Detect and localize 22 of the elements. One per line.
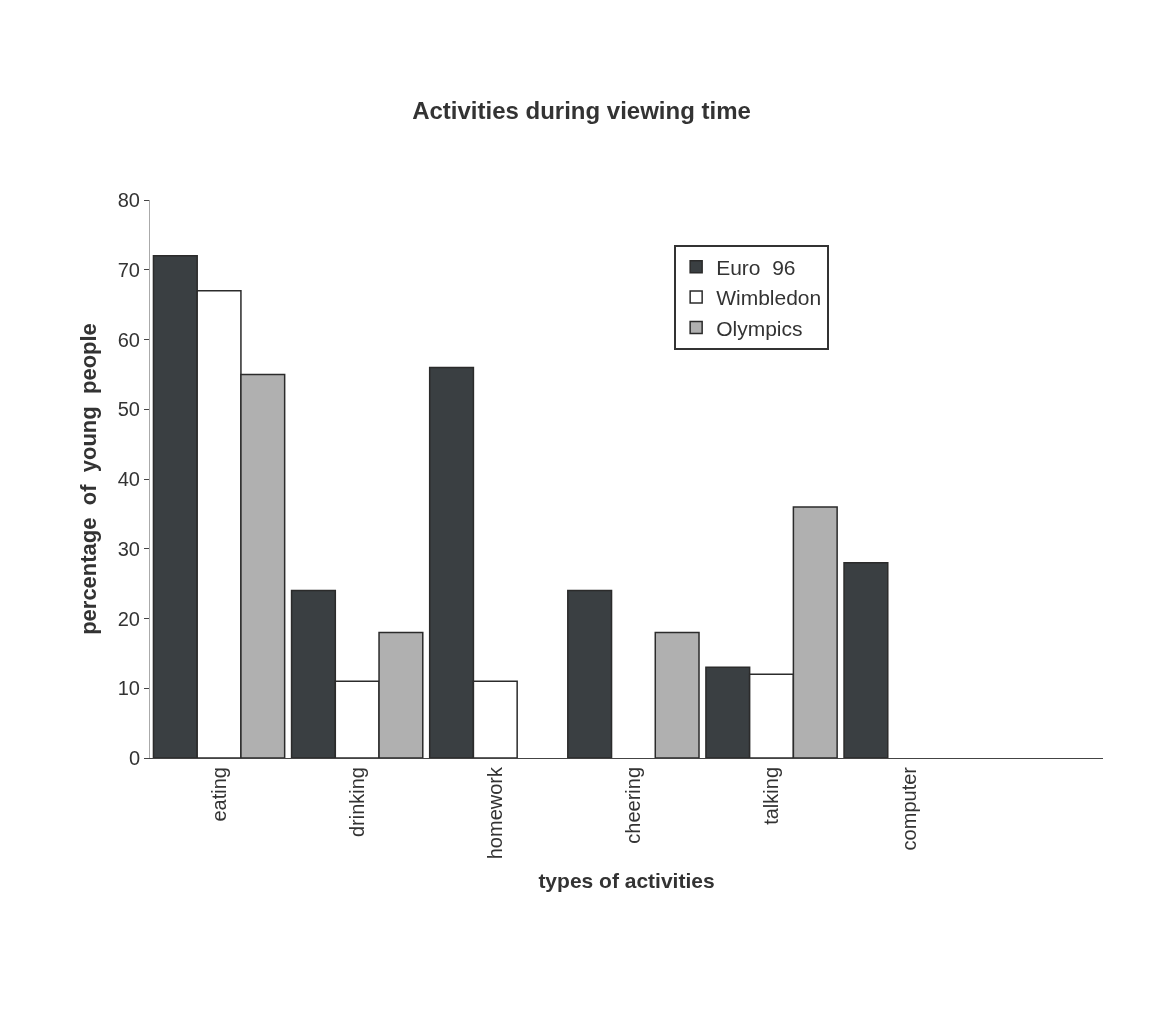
legend-label: Wimbledon (716, 286, 822, 310)
y-tick-label: 0 (128, 747, 140, 769)
x-tick-label: cheering (621, 767, 644, 844)
legend-label: Olympics (716, 316, 803, 340)
x-tick-label: talking (760, 767, 783, 825)
bar (654, 631, 700, 758)
x-tick-label: drinking (345, 767, 368, 838)
x-tick-label: homework (483, 766, 506, 860)
y-tick-label: 10 (117, 677, 140, 700)
y-tick-label: 20 (117, 607, 140, 630)
chart-title: Activities during viewing time (412, 96, 751, 124)
y-axis-title: percentage of young people (75, 323, 101, 635)
x-tick-label: eating (207, 767, 230, 822)
x-tick-label: computer (898, 766, 921, 851)
y-tick-label: 60 (117, 328, 140, 351)
legend-label: Euro 96 (716, 255, 796, 279)
y-tick-label: 50 (117, 398, 140, 421)
y-tick-label: 70 (117, 258, 140, 281)
y-tick-label: 40 (117, 468, 140, 490)
y-tick-label: 30 (117, 537, 140, 560)
y-tick-label: 80 (117, 189, 140, 211)
x-axis-title: types of activities (538, 869, 715, 893)
